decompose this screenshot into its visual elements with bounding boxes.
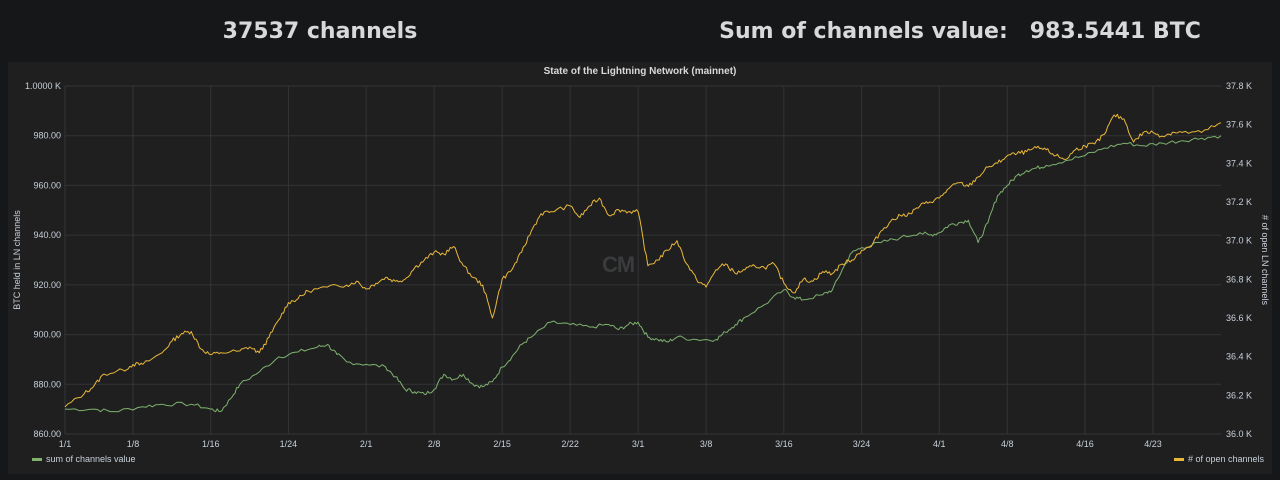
y-right-tick-label: 36.8 K [1226,274,1252,284]
chart-panel: 860.00 880.00 900.00 920.00 940.00 960.00 980.… [8,62,1272,474]
x-tick-label: 1/1 [59,439,72,449]
x-tick-label: 4/8 [1001,439,1014,449]
y-right-tick-label: 37.2 K [1226,197,1252,207]
x-tick-label: 3/24 [853,439,871,449]
series-line-open-channels [64,113,1222,408]
channel-value-stat: Sum of channels value: 983.5441 BTC [640,0,1280,62]
legend-item-open-channels[interactable]: # of open channels [1173,454,1264,464]
x-tick-label: 3/8 [700,439,713,449]
x-tick-label: 2/15 [493,439,511,449]
y-left-tick-label: 1.0000 K [25,81,61,91]
x-tick-label: 4/1 [933,439,946,449]
y-left-tick-label: 880.00 [33,379,61,389]
chart-title: State of the Lightning Network (mainnet) [543,66,737,77]
y-right-tick-label: 36.6 K [1226,313,1252,323]
y-right-tick-label: 36.0 K [1226,429,1252,439]
y-right-tick-label: 37.6 K [1226,120,1252,130]
legend-label-open-channels: # of open channels [1187,454,1264,464]
x-tick-label: 3/1 [632,439,645,449]
sum-value-text: 983.5441 BTC [1029,18,1201,44]
channel-count-text: 37537 channels [222,18,418,44]
y-right-tick-label: 36.2 K [1226,390,1252,400]
legend-swatch-yellow [1173,457,1184,461]
watermark-logo: CM [602,252,635,277]
y-left-tick-label: 860.00 [33,429,61,439]
y-left-tick-label: 940.00 [33,230,61,240]
channel-count-stat: 37537 channels [0,0,640,62]
y-left-tick-label: 960.00 [33,180,61,190]
x-tick-label: 2/22 [561,439,579,449]
x-tick-label: 3/16 [775,439,793,449]
series-line-sum-value [64,135,1222,413]
x-tick-label: 4/23 [1144,439,1162,449]
y-right-tick-label: 37.4 K [1226,158,1252,168]
x-tick-label: 1/16 [202,439,220,449]
x-tick-label: 2/1 [360,439,373,449]
legend-item-sum-value[interactable]: sum of channels value [32,454,136,464]
y-right-tick-label: 37.0 K [1226,236,1252,246]
y-left-tick-label: 920.00 [33,280,61,290]
y-right-tick-label: 37.8 K [1226,81,1252,91]
y-left-tick-label: 980.00 [33,131,61,141]
x-tick-label: 1/8 [127,439,140,449]
y-left-axis-label: BTC held in LN channels [12,210,22,310]
sum-value-label: Sum of channels value: [719,18,1008,44]
legend-label-sum-value: sum of channels value [46,454,136,464]
line-chart[interactable]: 860.00 880.00 900.00 920.00 940.00 960.00 980.… [8,62,1272,474]
x-tick-label: 4/16 [1076,439,1094,449]
legend-swatch-green [32,457,42,461]
y-left-tick-label: 900.00 [33,330,61,340]
x-tick-label: 1/24 [280,439,298,449]
y-right-tick-label: 36.4 K [1226,352,1252,362]
x-tick-label: 2/8 [428,439,441,449]
y-right-axis-label: # of open LN channels [1260,215,1270,306]
